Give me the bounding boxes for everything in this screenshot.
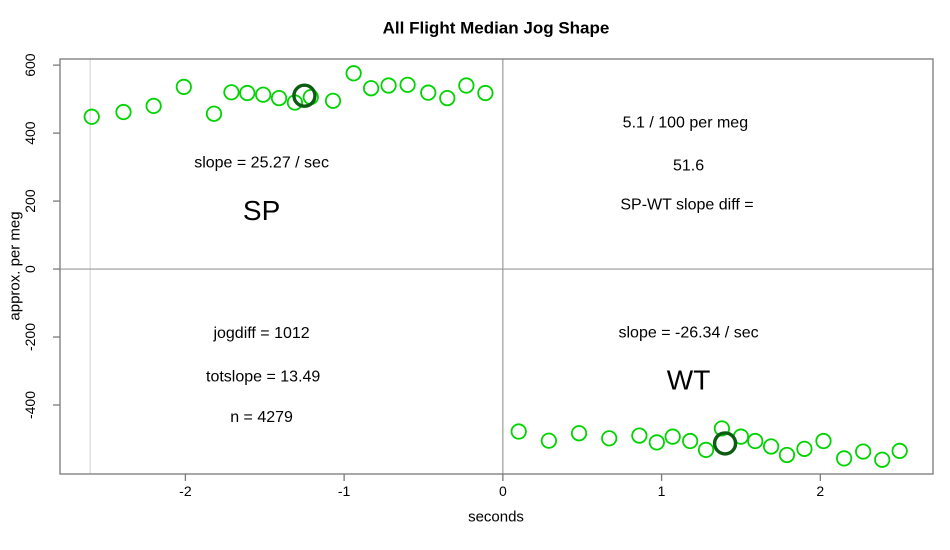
- data-point-wt: [682, 432, 699, 450]
- data-point-wt: [815, 432, 832, 450]
- data-point-sp: [324, 92, 342, 109]
- data-point-sp: [83, 108, 100, 125]
- x-tick-label: -2: [179, 483, 192, 499]
- data-point-sp: [420, 84, 437, 101]
- median-point-sp: [292, 83, 317, 108]
- data-point-wt: [631, 427, 648, 444]
- data-point-wt: [796, 440, 813, 457]
- data-point-sp: [363, 80, 380, 97]
- data-point-sp: [223, 84, 240, 101]
- data-point-wt: [510, 423, 527, 440]
- chart-title: All Flight Median Jog Shape: [383, 19, 610, 38]
- data-point-wt: [697, 441, 715, 458]
- x-axis-label: seconds: [468, 509, 524, 526]
- y-tick-label: -400: [22, 391, 38, 419]
- data-point-sp: [205, 105, 223, 122]
- data-point-wt: [836, 450, 853, 467]
- data-point-sp: [380, 77, 397, 94]
- annotation-diff-per-meg: 5.1 / 100 per meg: [623, 114, 748, 131]
- data-point-sp: [145, 97, 162, 115]
- annotation-sp-label: SP: [243, 195, 280, 226]
- data-point-sp: [175, 78, 192, 95]
- x-tick-label: -1: [338, 483, 351, 499]
- data-point-wt: [874, 451, 891, 468]
- x-tick-label: 1: [658, 483, 666, 499]
- y-tick-label: 200: [22, 189, 38, 213]
- data-point-sp: [345, 65, 362, 82]
- data-point-sp: [255, 86, 272, 103]
- data-point-wt: [601, 430, 618, 447]
- data-point-sp: [458, 77, 475, 94]
- data-point-wt: [713, 420, 730, 437]
- y-tick-label: 0: [22, 265, 38, 273]
- data-point-sp: [399, 76, 416, 93]
- annotation-jogdiff: jogdiff = 1012: [212, 325, 309, 342]
- y-tick-label: 400: [22, 121, 38, 145]
- data-point-wt: [762, 438, 780, 455]
- annotation-diff-label: SP-WT slope diff =: [620, 196, 753, 213]
- data-point-wt: [891, 442, 908, 459]
- y-tick-label: -200: [22, 323, 38, 351]
- data-point-sp: [239, 84, 256, 102]
- data-point-sp: [270, 89, 288, 107]
- annotation-diff-value: 51.6: [673, 158, 704, 175]
- plot-box: [59, 58, 934, 475]
- data-point-wt: [570, 425, 588, 442]
- data-point-wt: [747, 432, 764, 450]
- annotation-sp-slope: slope = 25.27 / sec: [194, 155, 329, 172]
- data-point-sp: [115, 103, 132, 121]
- x-tick-label: 0: [499, 483, 507, 499]
- median-point-wt: [712, 431, 738, 456]
- data-point-wt: [778, 446, 796, 464]
- annotation-wt-slope: slope = -26.34 / sec: [619, 324, 759, 341]
- data-point-wt: [540, 432, 557, 449]
- data-point-wt: [855, 443, 872, 460]
- annotation-totslope: totslope = 13.49: [206, 368, 320, 385]
- data-point-wt: [664, 428, 681, 445]
- data-point-sp: [439, 89, 456, 107]
- y-axis-label: approx. per meg: [7, 211, 24, 320]
- annotation-n-count: n = 4279: [230, 409, 293, 426]
- plot-elements: -2 -1 0 1 2 -400 -200 0 200 400 600 slope = 25.27 /…: [22, 53, 934, 499]
- x-tick-label: 2: [816, 483, 824, 499]
- y-tick-label: 600: [22, 53, 38, 77]
- data-point-wt: [648, 434, 665, 451]
- annotation-wt-label: WT: [667, 364, 711, 395]
- data-point-sp: [477, 84, 494, 102]
